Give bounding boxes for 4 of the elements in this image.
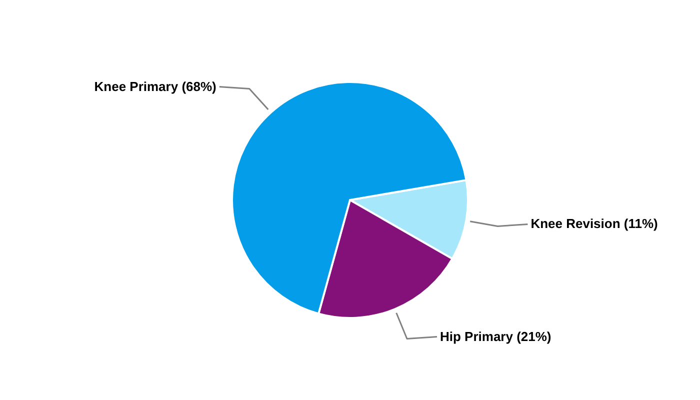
slice-label: Knee Revision (11%) xyxy=(530,216,658,232)
pie-slice xyxy=(231,81,468,315)
slice-label: Hip Primary (21%) xyxy=(440,328,552,344)
slice-label: Knee Primary (68%) xyxy=(94,78,216,94)
